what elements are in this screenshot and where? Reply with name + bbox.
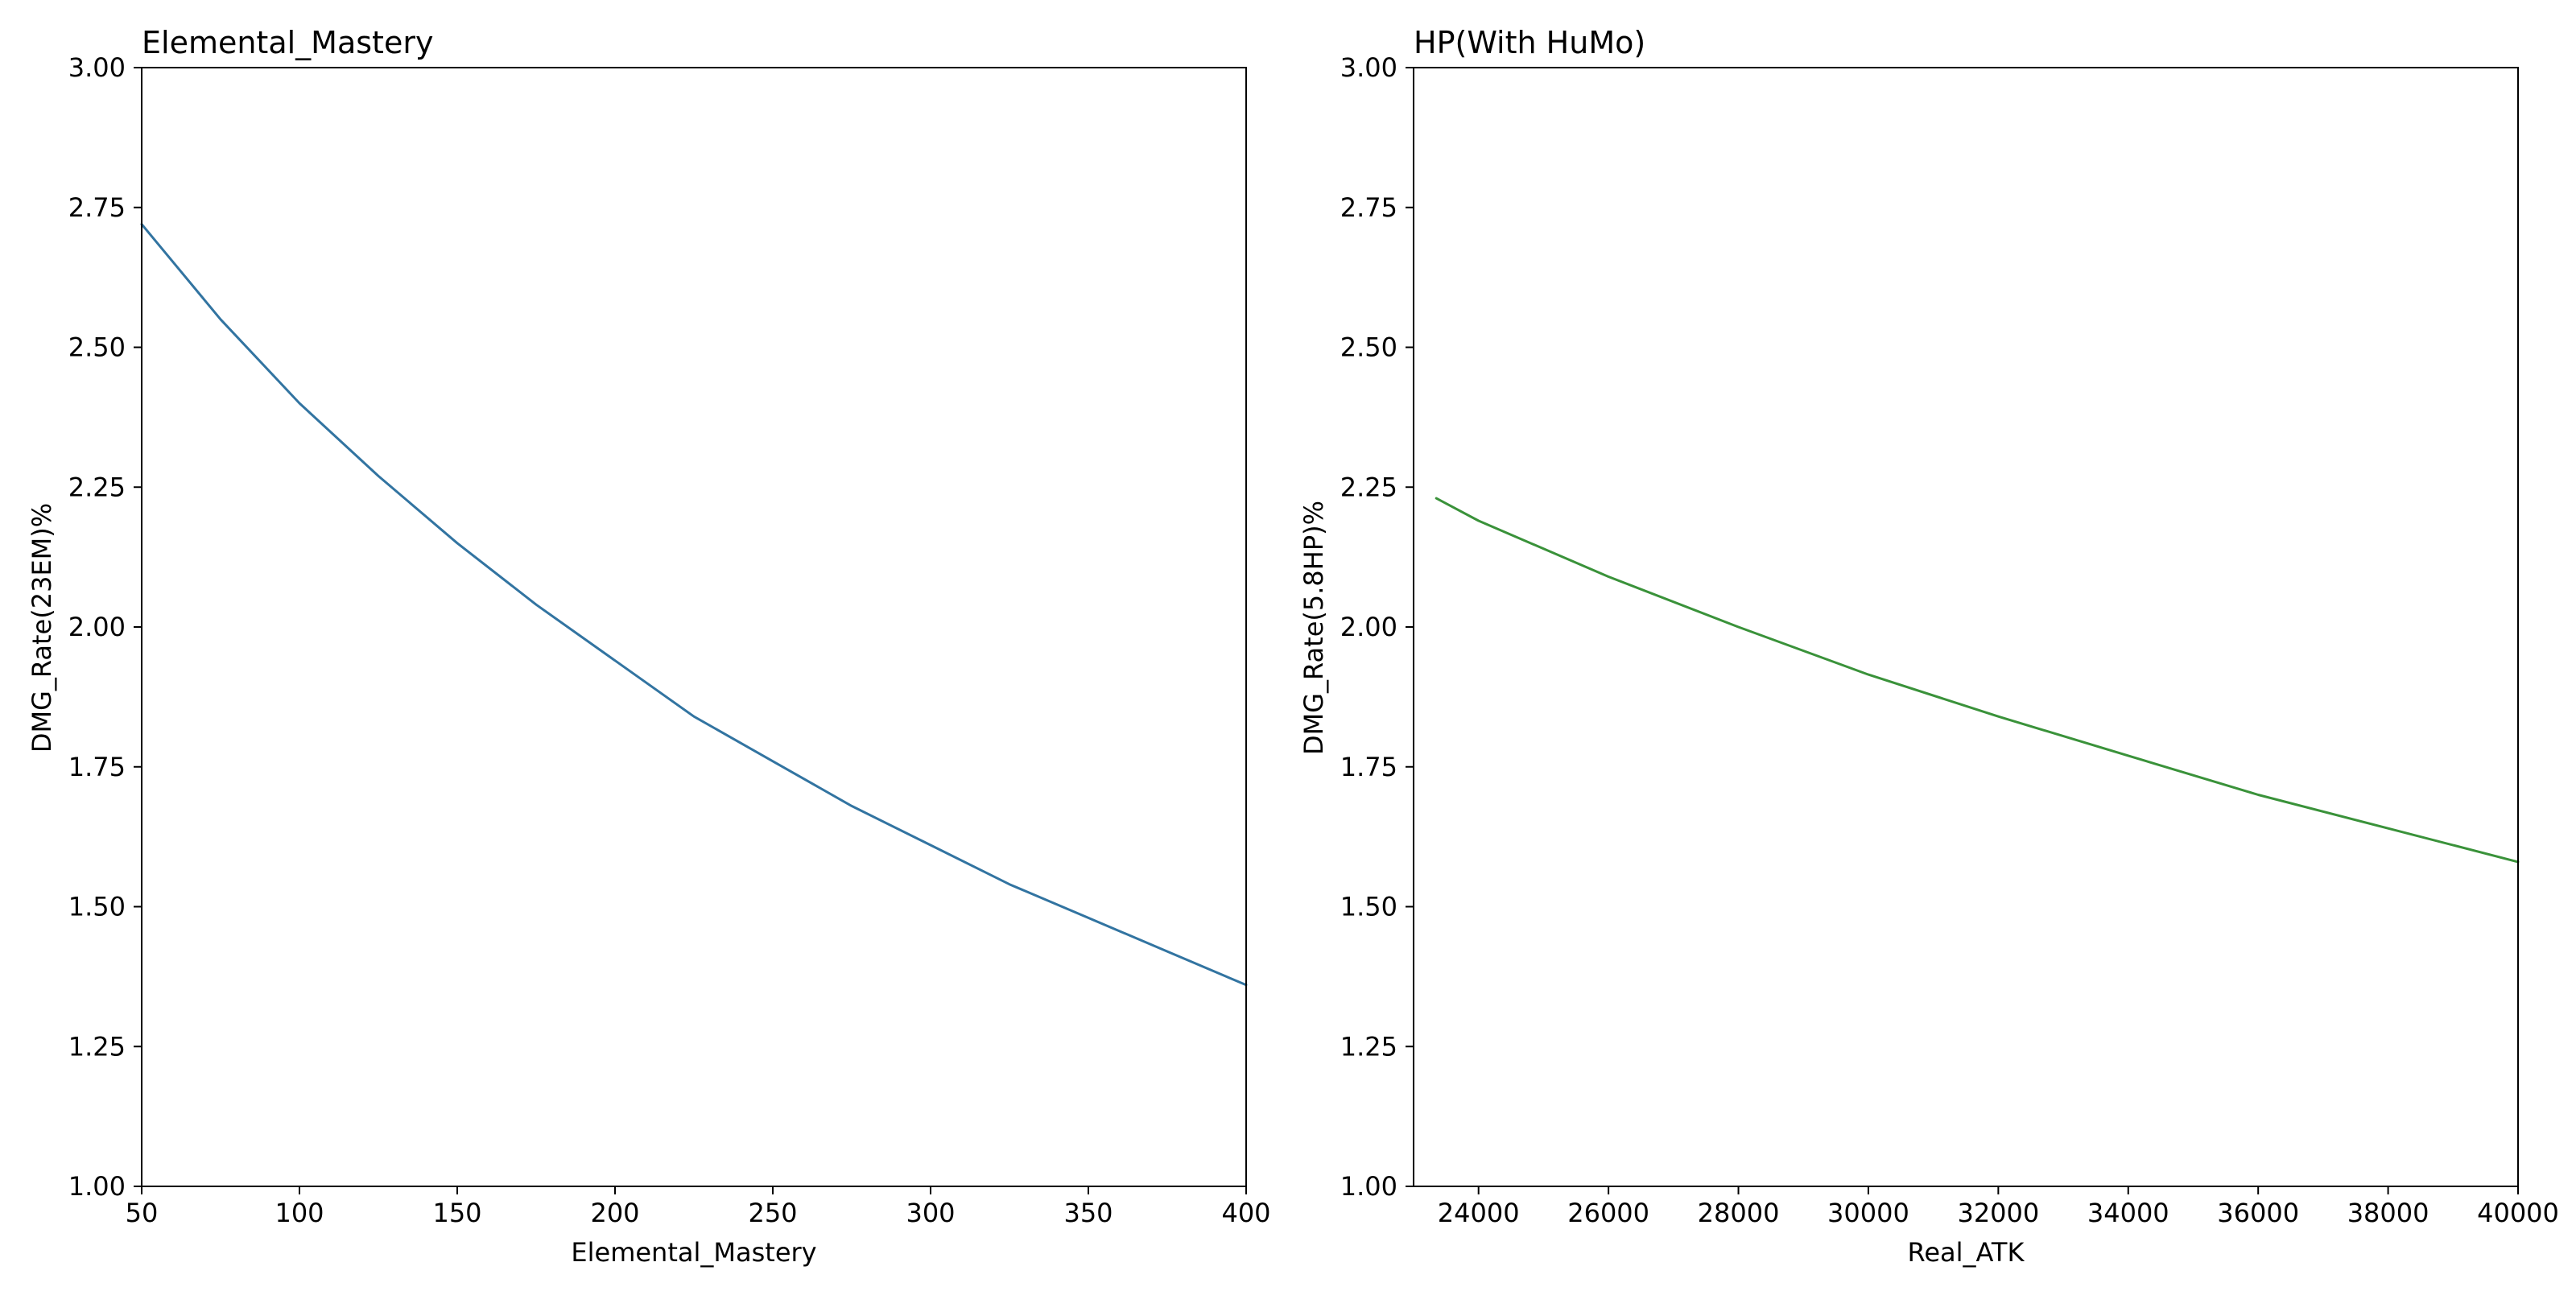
series-line-0 <box>1435 497 2520 864</box>
y-tick-label: 2.50 <box>68 332 126 363</box>
y-tick-label: 3.00 <box>1340 52 1397 83</box>
x-ticks: 24000 26000 28000 30000 32000 34000 36000 38000… <box>1438 1186 2559 1228</box>
x-axis-label: Elemental_Mastery <box>571 1237 816 1268</box>
x-axis-label: Real_ATK <box>1908 1237 2025 1268</box>
y-ticks: 1.00 1.25 1.50 1.75 2.00 2.25 2.50 2.75 3.00 <box>68 52 142 1202</box>
y-tick-label: 2.00 <box>1340 612 1397 642</box>
y-tick-label: 1.25 <box>68 1031 126 1062</box>
x-tick-label: 38000 <box>2347 1198 2429 1228</box>
y-axis-label: DMG_Rate(23EM)% <box>27 503 57 753</box>
axes-frame <box>141 67 1247 1187</box>
chart-hp-with-humo: HP(With HuMo) Real_ATK DMG_Rate(5.8HP)% … <box>1298 25 2559 1268</box>
x-tick-label: 24000 <box>1438 1198 1520 1228</box>
y-tick-label: 1.00 <box>68 1171 126 1202</box>
x-tick-label: 350 <box>1063 1198 1113 1228</box>
x-tick-label: 36000 <box>2217 1198 2299 1228</box>
y-tick-label: 1.00 <box>1340 1171 1397 1202</box>
y-tick-label: 2.75 <box>68 192 126 223</box>
y-axis-label: DMG_Rate(5.8HP)% <box>1298 501 1329 755</box>
y-tick-label: 2.75 <box>1340 192 1397 223</box>
x-tick-label: 32000 <box>1957 1198 2039 1228</box>
x-tick-label: 30000 <box>1827 1198 1909 1228</box>
x-tick-label: 100 <box>275 1198 324 1228</box>
y-tick-label: 2.25 <box>68 472 126 502</box>
x-tick-label: 40000 <box>2477 1198 2559 1228</box>
x-ticks: 50 100 150 200 250 300 350 400 <box>126 1186 1271 1228</box>
x-tick-label: 400 <box>1221 1198 1270 1228</box>
chart-title: HP(With HuMo) <box>1414 25 1645 60</box>
y-tick-label: 2.25 <box>1340 472 1397 502</box>
y-tick-label: 1.50 <box>68 892 126 922</box>
series-line-0 <box>140 223 1248 987</box>
x-tick-label: 50 <box>126 1198 159 1228</box>
axes-frame <box>1413 67 2519 1187</box>
y-tick-label: 3.00 <box>68 52 126 83</box>
chart-elemental-mastery: Elemental_Mastery Elemental_Mastery DMG_… <box>27 25 1271 1268</box>
plot-area <box>140 223 1248 987</box>
x-tick-label: 150 <box>432 1198 481 1228</box>
y-tick-label: 1.75 <box>68 752 126 782</box>
x-tick-label: 26000 <box>1567 1198 1649 1228</box>
x-tick-label: 200 <box>590 1198 639 1228</box>
y-tick-label: 1.50 <box>1340 892 1397 922</box>
x-tick-label: 300 <box>906 1198 955 1228</box>
x-tick-label: 34000 <box>2087 1198 2169 1228</box>
y-ticks: 1.00 1.25 1.50 1.75 2.00 2.25 2.50 2.75 3.00 <box>1340 52 1414 1202</box>
plot-area <box>1435 497 2520 864</box>
y-tick-label: 2.00 <box>68 612 126 642</box>
y-tick-label: 1.75 <box>1340 752 1397 782</box>
y-tick-label: 1.25 <box>1340 1031 1397 1062</box>
x-tick-label: 28000 <box>1698 1198 1780 1228</box>
x-tick-label: 250 <box>748 1198 797 1228</box>
y-tick-label: 2.50 <box>1340 332 1397 363</box>
chart-title: Elemental_Mastery <box>142 25 433 60</box>
